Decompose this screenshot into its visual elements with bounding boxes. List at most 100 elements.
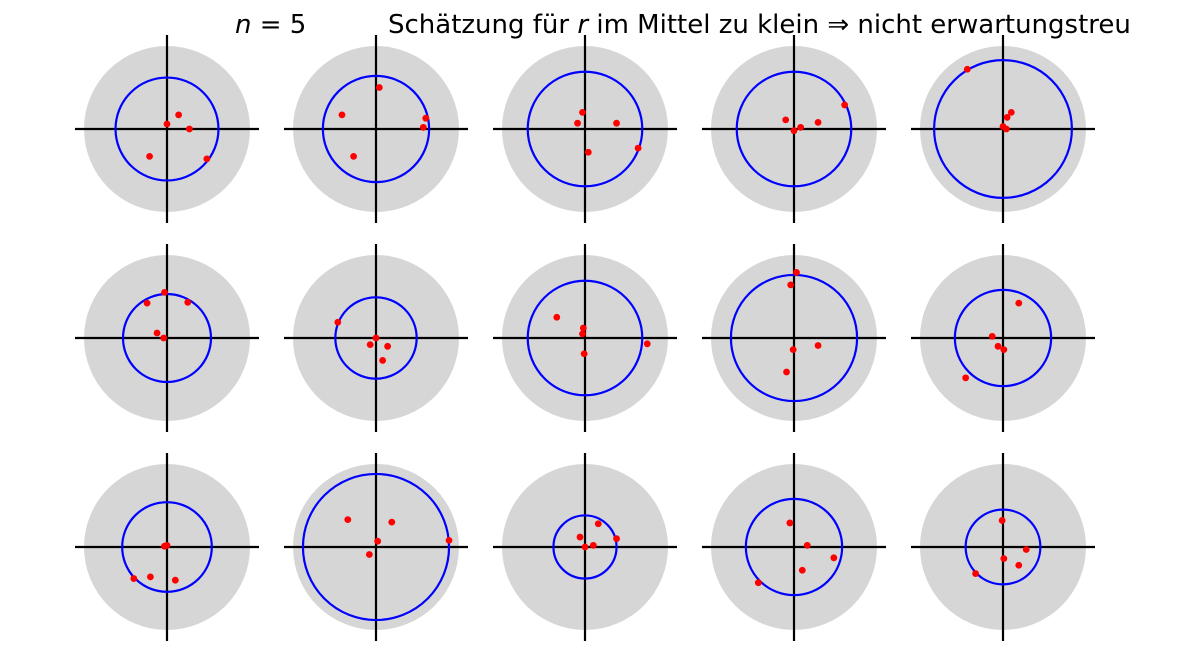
sample-size-variable: n xyxy=(235,10,252,40)
sample-point xyxy=(143,299,151,307)
sample-point xyxy=(372,334,380,342)
estimated-radius-circle xyxy=(933,59,1073,199)
estimated-radius-circle xyxy=(121,501,213,593)
estimated-radius-circle xyxy=(744,497,844,597)
panel-8 xyxy=(493,244,677,432)
sample-point xyxy=(579,324,587,332)
sample-point xyxy=(579,109,586,116)
sample-point xyxy=(161,542,168,550)
sample-point xyxy=(786,519,794,527)
estimated-radius-circle xyxy=(301,472,451,622)
sample-point xyxy=(962,374,970,382)
sample-point xyxy=(814,342,822,349)
panel-3 xyxy=(493,35,677,223)
caption-prefix: Schätzung für xyxy=(388,10,578,40)
sample-point xyxy=(613,535,620,543)
estimated-radius-circle xyxy=(964,508,1042,586)
panel-1 xyxy=(75,35,259,223)
sample-point xyxy=(998,517,1006,524)
panel-12 xyxy=(284,453,468,641)
sample-point xyxy=(783,368,790,376)
sample-point xyxy=(782,116,790,124)
sample-point xyxy=(130,575,138,582)
sample-point xyxy=(594,520,602,528)
panel-6 xyxy=(75,244,259,432)
sample-point xyxy=(422,114,430,122)
panel-7 xyxy=(284,244,468,432)
sample-point xyxy=(841,101,849,109)
sample-point xyxy=(366,341,374,349)
sample-point xyxy=(203,155,211,163)
sample-point xyxy=(581,543,589,551)
panel-9 xyxy=(702,244,886,432)
figure-header: n = 5 Schätzung für r im Mittel zu klein… xyxy=(0,8,1187,48)
estimated-radius-circle xyxy=(334,296,418,380)
estimated-radius-circle xyxy=(526,70,644,188)
sample-point xyxy=(365,551,373,558)
sample-point xyxy=(147,573,154,581)
sample-point xyxy=(793,269,800,276)
sample-point xyxy=(814,118,822,126)
sample-point xyxy=(787,281,795,289)
sample-point xyxy=(754,579,762,587)
sample-point xyxy=(789,346,797,354)
sample-point xyxy=(171,576,179,584)
sample-point xyxy=(994,342,1002,350)
sample-size-label: n = 5 xyxy=(235,10,306,40)
estimated-radius-circle xyxy=(552,514,618,580)
estimated-radius-circle xyxy=(321,74,431,184)
sample-point xyxy=(445,536,453,544)
estimated-radius-circle xyxy=(735,70,853,188)
sample-point xyxy=(589,541,597,549)
sample-point xyxy=(379,357,387,364)
sample-point xyxy=(338,111,346,119)
sample-point xyxy=(1000,346,1008,354)
figure-caption: Schätzung für r im Mittel zu klein ⇒ nic… xyxy=(388,10,1131,40)
sample-point xyxy=(161,288,168,296)
caption-variable: r xyxy=(577,10,589,40)
sample-point xyxy=(576,533,584,541)
sample-point xyxy=(574,119,581,127)
sample-point xyxy=(580,350,588,358)
sample-point xyxy=(634,144,642,152)
sample-point xyxy=(797,123,805,131)
sample-point xyxy=(186,125,193,133)
sample-point xyxy=(803,541,811,549)
sample-point xyxy=(344,516,352,524)
sample-point xyxy=(1015,299,1023,307)
estimated-radius-circle xyxy=(114,76,220,182)
estimated-radius-circle xyxy=(953,288,1053,388)
panel-13 xyxy=(493,453,677,641)
sample-point xyxy=(160,334,168,342)
sample-point xyxy=(963,65,971,73)
sample-point xyxy=(1003,113,1011,121)
sample-point xyxy=(184,298,192,306)
sample-point xyxy=(1007,109,1015,116)
panel-2 xyxy=(284,35,468,223)
sample-point xyxy=(163,120,171,128)
sample-point xyxy=(798,566,806,574)
sample-point xyxy=(384,342,392,350)
sample-point xyxy=(988,332,996,340)
sample-point xyxy=(175,111,183,119)
sample-point xyxy=(972,570,980,577)
sample-point xyxy=(1022,546,1030,553)
sample-point xyxy=(374,537,382,545)
sample-point xyxy=(790,127,798,135)
sample-size-value: = 5 xyxy=(251,10,307,40)
estimated-radius-circle xyxy=(526,279,644,397)
panel-14 xyxy=(702,453,886,641)
sample-point xyxy=(830,554,838,562)
panel-10 xyxy=(911,244,1095,432)
sample-point xyxy=(584,148,592,156)
sample-point xyxy=(1002,125,1010,133)
sample-point xyxy=(375,84,383,91)
sample-point xyxy=(153,329,161,337)
panel-11 xyxy=(75,453,259,641)
caption-suffix: im Mittel zu klein ⇒ nicht erwartungstre… xyxy=(588,10,1131,40)
sample-point xyxy=(334,318,342,326)
sample-point xyxy=(553,313,561,321)
panel-5 xyxy=(911,35,1095,223)
sample-point xyxy=(613,119,620,127)
